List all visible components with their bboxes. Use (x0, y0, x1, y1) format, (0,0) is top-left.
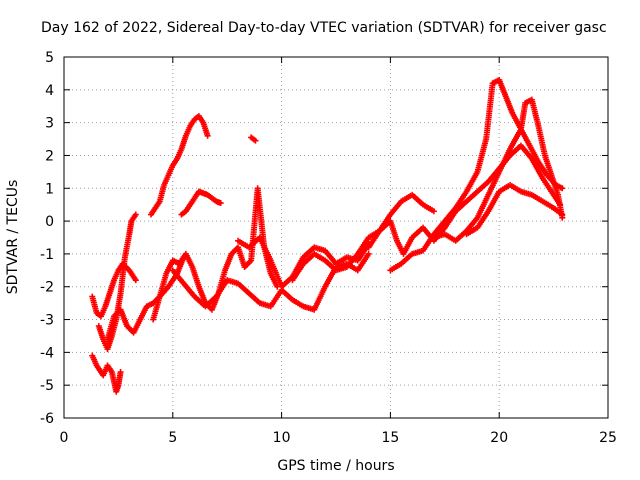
y-tick-label: 2 (45, 148, 54, 164)
x-tick-label: 25 (599, 430, 617, 446)
y-tick-label: 3 (45, 116, 54, 132)
grid-lines (64, 57, 608, 418)
y-tick-label: -2 (40, 280, 54, 296)
series-5 (148, 113, 211, 218)
y-tick-label: -3 (40, 313, 54, 329)
y-tick-label: 5 (45, 50, 54, 66)
data-points (89, 76, 566, 395)
data-point (365, 250, 372, 257)
series-2 (89, 352, 124, 395)
series-7 (248, 134, 259, 144)
axis-ticks: 0 5 10 15 20 25 -6 -5 -4 -3 -2 -1 0 1 2 3 4 5 (40, 50, 617, 446)
data-point (204, 132, 211, 139)
series-1 (89, 260, 139, 320)
x-tick-label: 15 (381, 430, 399, 446)
series-12 (365, 142, 564, 257)
data-point (559, 211, 566, 218)
x-tick-label: 10 (273, 430, 291, 446)
data-point (252, 137, 259, 144)
series-13 (387, 76, 566, 274)
data-point (217, 200, 224, 207)
x-tick-label: 20 (490, 430, 508, 446)
series-14 (430, 96, 566, 244)
y-tick-label: 0 (45, 214, 54, 230)
data-point (132, 277, 139, 284)
y-tick-label: -4 (40, 345, 54, 361)
y-axis-label: SDTVAR / TECUs (5, 180, 21, 295)
x-axis-label: GPS time / hours (277, 458, 394, 474)
x-tick-label: 5 (168, 430, 177, 446)
y-tick-label: -5 (40, 378, 54, 394)
y-tick-label: -1 (40, 247, 54, 263)
x-tick-label: 0 (60, 430, 69, 446)
data-point (430, 208, 437, 215)
data-point (117, 369, 124, 376)
y-tick-label: -6 (40, 411, 54, 427)
series-15 (463, 181, 566, 238)
plot-frame (63, 56, 609, 419)
data-point (559, 185, 566, 192)
y-tick-label: 4 (45, 83, 54, 99)
series-6 (178, 188, 224, 218)
data-point (132, 211, 139, 218)
series-4 (104, 254, 187, 343)
chart-title: Day 162 of 2022, Sidereal Day-to-day VTE… (41, 20, 607, 36)
y-tick-label: 1 (45, 181, 54, 197)
